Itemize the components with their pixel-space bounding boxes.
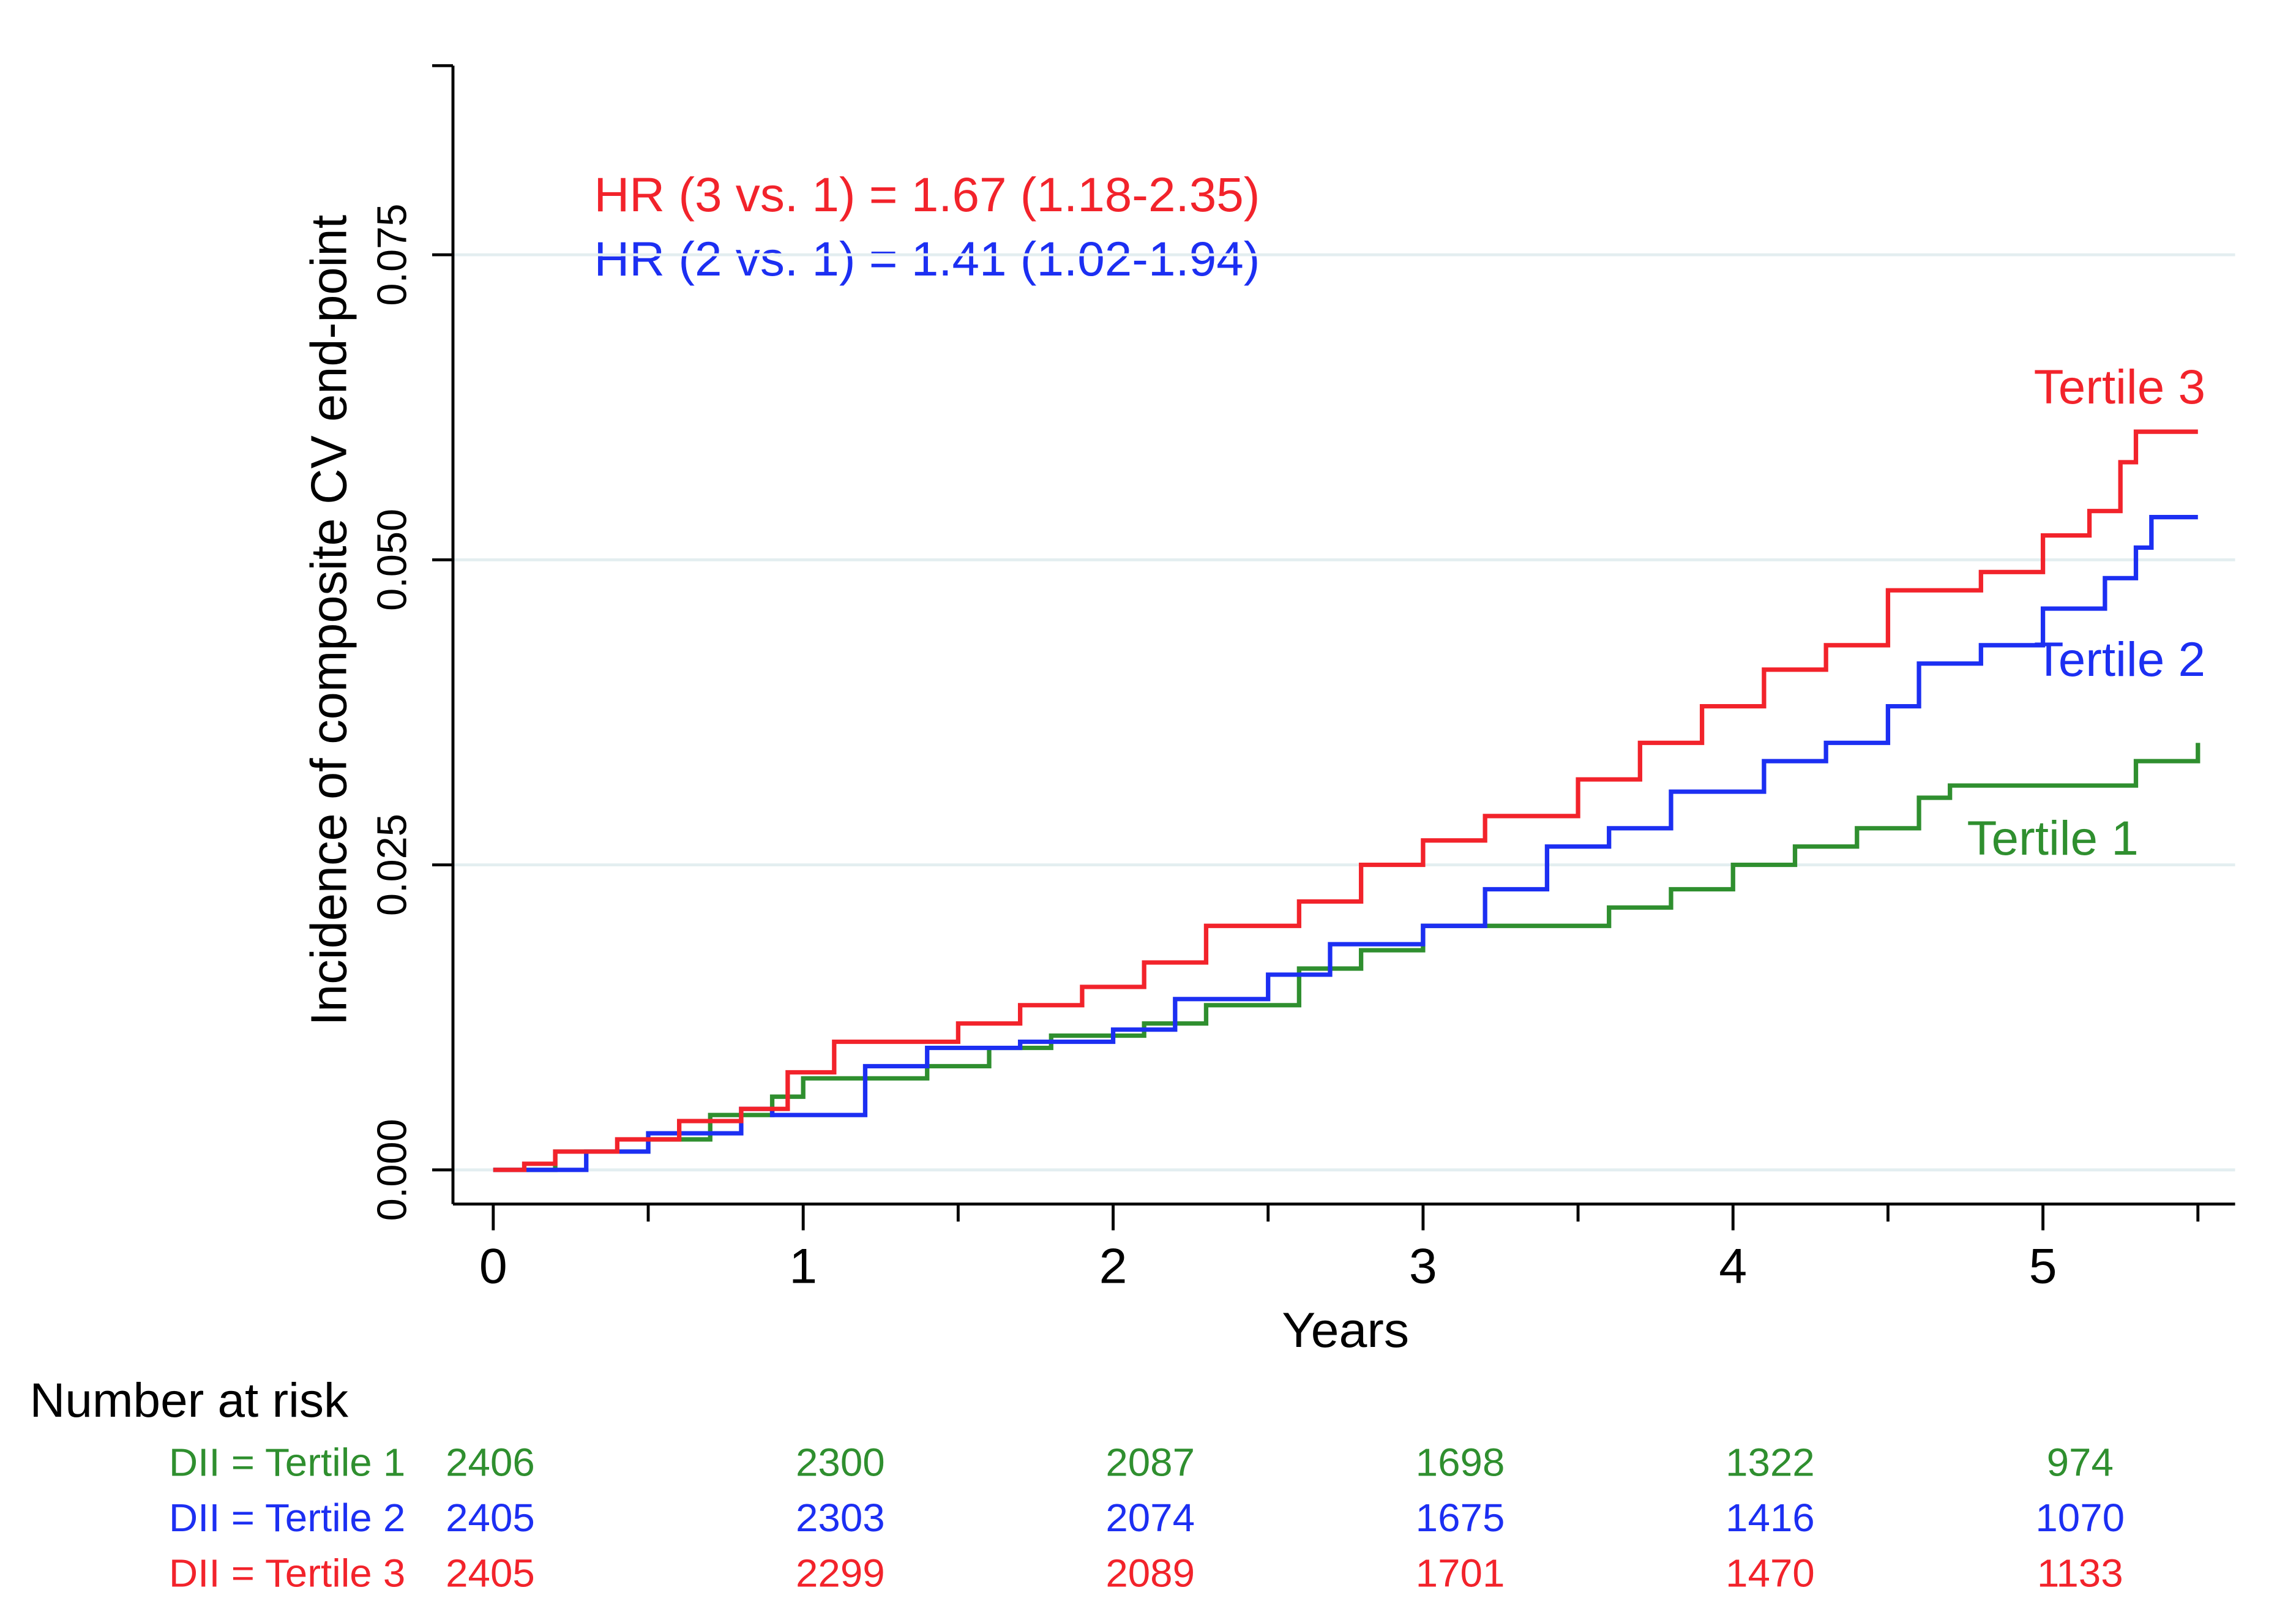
risk-row-label: DII = Tertile 3: [169, 1551, 405, 1595]
km-curve: [493, 515, 2198, 1172]
x-tick-label: 3: [1409, 1239, 1437, 1294]
x-axis-label: Years: [1282, 1303, 1409, 1358]
y-tick-label: 0.075: [369, 204, 416, 306]
risk-count: 1698: [1416, 1440, 1505, 1484]
risk-count: 2089: [1105, 1551, 1195, 1595]
y-tick-label: 0.050: [369, 509, 416, 611]
x-tick-label: 5: [2029, 1239, 2057, 1294]
y-tick-label: 0.000: [369, 1119, 416, 1221]
x-tick-label: 2: [1099, 1239, 1127, 1294]
x-tick-label: 1: [789, 1239, 817, 1294]
risk-count: 1701: [1416, 1551, 1505, 1595]
risk-count: 1070: [2035, 1495, 2125, 1539]
x-tick-label: 0: [479, 1239, 507, 1294]
series-label: Tertile 2: [2034, 632, 2205, 686]
risk-row-label: DII = Tertile 1: [169, 1440, 405, 1484]
risk-count: 1675: [1416, 1495, 1505, 1539]
risk-count: 1416: [1726, 1495, 1815, 1539]
risk-count: 2303: [796, 1495, 885, 1539]
series-label: Tertile 1: [1967, 811, 2138, 865]
risk-count: 974: [2047, 1440, 2114, 1484]
x-tick-label: 4: [1719, 1239, 1747, 1294]
risk-row-label: DII = Tertile 2: [169, 1495, 405, 1539]
annotation: HR (2 vs. 1) = 1.41 (1.02-1.94): [594, 232, 1260, 286]
series-label: Tertile 3: [2034, 360, 2205, 414]
risk-table-title: Number at risk: [30, 1373, 349, 1427]
risk-count: 2406: [446, 1440, 535, 1484]
risk-count: 2299: [796, 1551, 885, 1595]
risk-count: 1133: [2037, 1551, 2123, 1595]
annotation: HR (3 vs. 1) = 1.67 (1.18-2.35): [594, 168, 1260, 222]
risk-count: 2405: [446, 1495, 535, 1539]
y-tick-label: 0.025: [369, 814, 416, 916]
risk-count: 1322: [1726, 1440, 1815, 1484]
risk-count: 2300: [796, 1440, 885, 1484]
km-curve: [493, 429, 2198, 1172]
risk-count: 2074: [1105, 1495, 1195, 1539]
risk-count: 2405: [446, 1551, 535, 1595]
risk-count: 2087: [1105, 1440, 1195, 1484]
risk-count: 1470: [1726, 1551, 1815, 1595]
y-axis-label: Incidence of composite CV end-point: [301, 215, 357, 1026]
